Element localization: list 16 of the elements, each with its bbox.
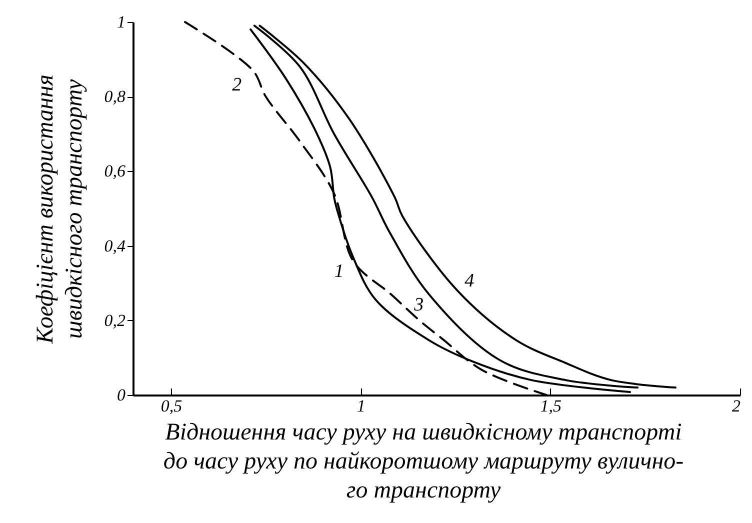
series-label: 3 xyxy=(413,294,424,316)
x-tick-label: 0,5 xyxy=(160,396,182,416)
series-label: 4 xyxy=(464,270,475,292)
y-tick-label: 0 xyxy=(117,386,126,404)
y-axis-title: Коефіцієнт використання швидкісного транспорту xyxy=(32,74,88,345)
y-tick-label: 1 xyxy=(117,12,126,32)
x-tick-label: 2 xyxy=(732,396,741,416)
y-tick-label: 0,6 xyxy=(104,162,126,181)
y-tick-label: 0,8 xyxy=(104,87,126,106)
series-label: 1 xyxy=(334,260,344,282)
x-tick-label: 1,5 xyxy=(540,396,562,416)
y-tick-label: 0,2 xyxy=(104,310,126,330)
x-axis-title: Відношення часу руху на швидкісному транспорті до часу руху по найкоротшому маршруту вулично- го транспорту xyxy=(163,420,684,504)
y-tick-label: 0,4 xyxy=(104,236,126,256)
x-tick-label: 1 xyxy=(356,396,366,416)
series-label: 2 xyxy=(232,74,242,96)
